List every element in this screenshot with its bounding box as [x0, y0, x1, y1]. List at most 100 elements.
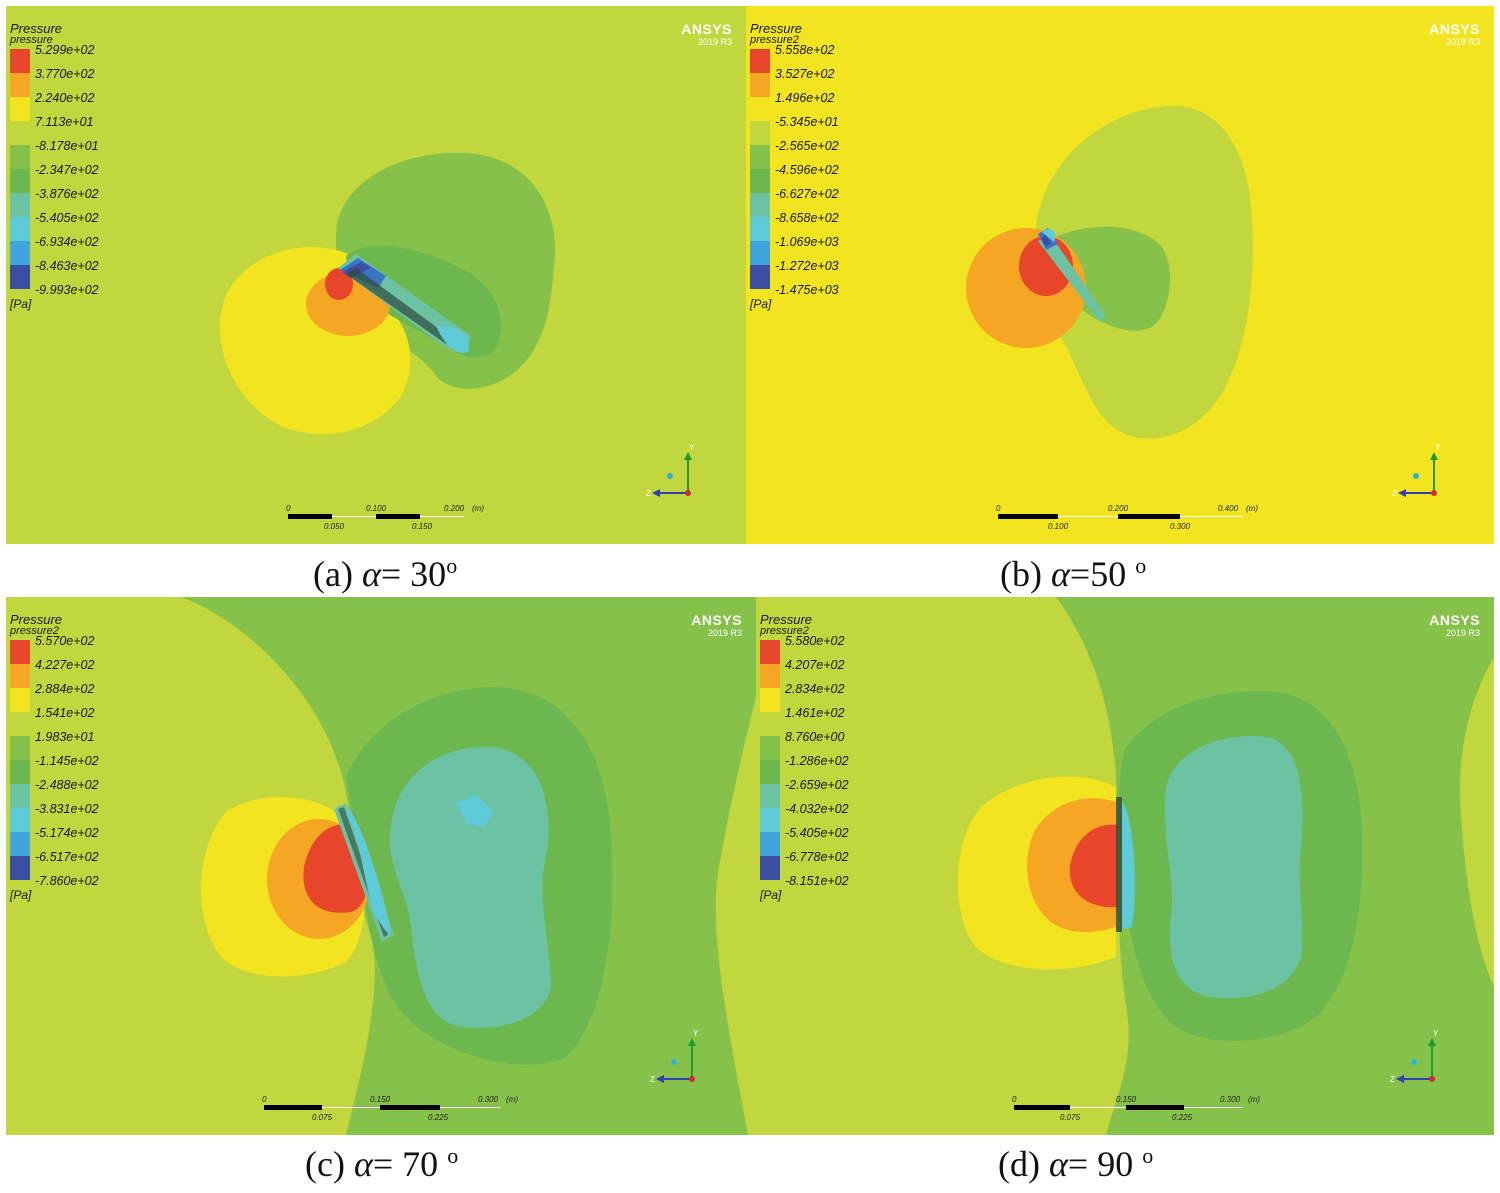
scale-label: 0.225	[428, 1113, 449, 1122]
legend-scale: 5.299e+02 3.770e+02 2.240e+02 7.113e+01 …	[10, 44, 99, 311]
legend-value: -2.659e+02	[785, 778, 849, 792]
legend-swatch	[10, 760, 30, 784]
legend-title: Pressure	[10, 21, 63, 36]
scale-bar-d: 0 0.150 0.300 (m) 0.075 0.225	[1012, 1095, 1294, 1125]
legend-value: -2.347e+02	[35, 163, 99, 177]
legend-title: Pressure	[750, 21, 803, 36]
axis-label-y: Y	[693, 1029, 699, 1038]
scale-label: 0.225	[1172, 1113, 1193, 1122]
legend-unit: [Pa]	[760, 888, 782, 902]
brand-version: 2019 R3	[1445, 37, 1480, 47]
legend-swatch	[10, 808, 30, 832]
legend-value: 5.299e+02	[35, 43, 95, 57]
scale-label: 0	[1012, 1095, 1017, 1104]
scale-label: 0.150	[370, 1095, 391, 1104]
legend-variable: pressure2	[760, 625, 809, 637]
legend-value: -1.145e+02	[35, 754, 99, 768]
ansys-logo: ANSYS 2019 R3	[1429, 22, 1480, 48]
scale-segment	[1058, 516, 1118, 517]
scale-label: 0.075	[312, 1113, 333, 1122]
legend-swatch	[760, 640, 780, 664]
legend-swatch	[10, 736, 30, 760]
pressure-contour-field-d	[756, 597, 1494, 1135]
legend-swatch	[760, 784, 780, 808]
legend-value: 7.113e+01	[35, 115, 94, 129]
scale-unit: (m)	[472, 504, 484, 513]
legend-swatch	[10, 832, 30, 856]
scale-label: 0.100	[366, 504, 387, 513]
legend-swatch	[760, 688, 780, 712]
scale-unit: (m)	[506, 1095, 518, 1104]
legend-value: -1.069e+03	[775, 235, 839, 249]
caption-label: (b)	[1000, 554, 1042, 594]
color-legend-a: Pressure pressure 5.299e+02 3.770e+02 2.…	[10, 21, 99, 311]
legend-value: 4.227e+02	[35, 658, 95, 672]
legend-swatch	[750, 169, 770, 193]
legend-value: 4.207e+02	[785, 658, 845, 672]
scale-segment	[1014, 1105, 1070, 1110]
scale-unit: (m)	[1246, 504, 1258, 513]
legend-swatch	[760, 808, 780, 832]
legend-unit: [Pa]	[10, 297, 32, 311]
scale-bar-c: 0 0.150 0.300 (m) 0.075 0.225	[262, 1095, 544, 1125]
legend-value: -2.565e+02	[775, 139, 839, 153]
legend-value: -7.860e+02	[35, 874, 99, 888]
ansys-logo: ANSYS 2019 R3	[681, 21, 732, 48]
legend-swatch	[10, 217, 30, 241]
scale-label: 0.150	[412, 522, 433, 531]
scale-segment	[1184, 1107, 1242, 1108]
brand-name: ANSYS	[681, 21, 732, 37]
legend-value: -4.032e+02	[785, 802, 849, 816]
scale-label: 0.050	[324, 522, 345, 531]
scale-segment	[1180, 516, 1242, 517]
axis-triad-c: Y Z	[650, 1029, 699, 1084]
legend-value: 2.240e+02	[35, 91, 95, 105]
legend-value: 3.527e+02	[775, 67, 835, 81]
legend-title: Pressure	[760, 612, 813, 627]
contour-panel-d: Pressure pressure2 5.580e+02 4.207e+02 2…	[756, 597, 1494, 1135]
legend-swatch	[750, 145, 770, 169]
caption-label: (c)	[305, 1144, 345, 1184]
legend-value: -6.517e+02	[35, 850, 99, 864]
legend-value: -2.488e+02	[35, 778, 99, 792]
legend-variable: pressure	[10, 34, 53, 46]
legend-swatch	[10, 664, 30, 688]
legend-value: -8.151e+02	[785, 874, 849, 888]
legend-swatch	[10, 169, 30, 193]
scale-segment	[1118, 514, 1180, 519]
legend-value: -3.831e+02	[35, 802, 99, 816]
scale-label: 0	[262, 1095, 267, 1104]
legend-value: 8.760e+00	[785, 730, 845, 744]
scale-segment	[332, 516, 376, 517]
ansys-logo: ANSYS 2019 R3	[691, 612, 742, 639]
legend-swatch	[10, 49, 30, 73]
legend-swatch	[10, 856, 30, 880]
legend-swatch	[10, 712, 30, 736]
scale-label: 0.300	[1170, 522, 1191, 531]
axis-label-y: Y	[1435, 443, 1441, 452]
legend-unit: [Pa]	[10, 888, 32, 902]
legend-swatch	[10, 640, 30, 664]
caption-label: (d)	[998, 1144, 1040, 1184]
legend-value: -4.596e+02	[775, 163, 839, 177]
color-legend-b: Pressure pressure2 5.558e+02 3.527e+02 1…	[750, 21, 839, 311]
legend-scale: 5.558e+02 3.527e+02 1.496e+02 -5.345e+01…	[750, 44, 839, 311]
caption-a: (a) α= 30o	[313, 553, 457, 595]
brand-name: ANSYS	[691, 612, 742, 628]
legend-swatch	[10, 73, 30, 97]
legend-value: -8.658e+02	[775, 211, 839, 225]
alpha-symbol: α	[361, 554, 381, 594]
legend-value: -1.475e+03	[775, 283, 839, 297]
legend-swatch	[10, 241, 30, 265]
legend-swatch	[760, 664, 780, 688]
legend-swatch	[10, 97, 30, 121]
legend-variable: pressure2	[750, 34, 799, 46]
legend-value: 1.541e+02	[35, 706, 95, 720]
legend-swatch	[750, 97, 770, 121]
pressure-contour-field-c	[6, 597, 756, 1135]
alpha-symbol: α	[1050, 554, 1070, 594]
alpha-symbol: α	[353, 1144, 373, 1184]
legend-swatch	[750, 241, 770, 265]
legend-value: -5.405e+02	[35, 211, 99, 225]
legend-value: 1.496e+02	[775, 91, 835, 105]
